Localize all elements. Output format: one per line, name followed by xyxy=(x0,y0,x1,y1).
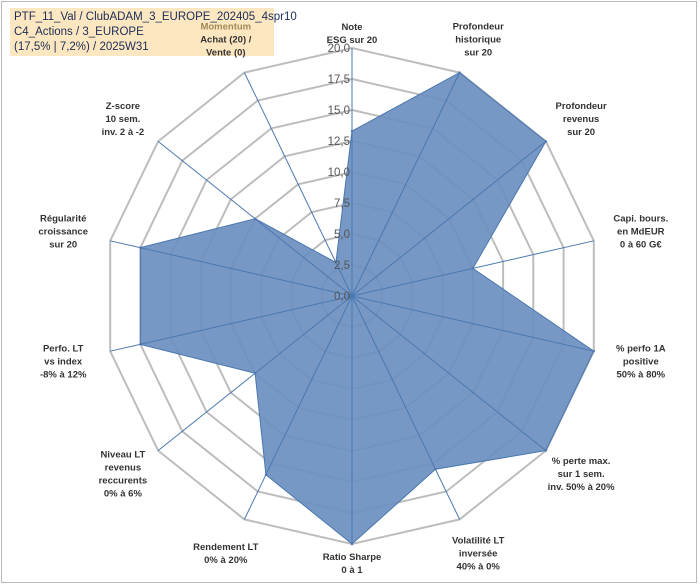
axis-label: Profondeur historique sur 20 xyxy=(453,21,504,58)
data-point xyxy=(264,473,268,476)
axis-label-line: Vente (0) xyxy=(206,47,246,58)
axis-label: Niveau LT revenus reccurents 0% à 6% xyxy=(99,450,148,500)
axis-label-line: 0 à 60 G€ xyxy=(620,240,662,251)
axis-label-line: Niveau LT xyxy=(101,450,146,461)
spoke xyxy=(351,295,461,520)
axis-label-line: Profondeur xyxy=(453,21,504,32)
axis-label: Régularité croissance sur 20 xyxy=(38,214,88,251)
axis-label-line: sur 20 xyxy=(464,47,492,58)
axis-label-line: ESG sur 20 xyxy=(327,35,378,46)
data-point xyxy=(139,343,142,346)
axis-label-line: 0% à 6% xyxy=(104,489,143,500)
axis-label-line: 0 à 1 xyxy=(341,565,363,576)
axis-label: Profondeur revenus sur 20 xyxy=(555,101,606,138)
axis-label-line: en MdEUR xyxy=(617,227,665,238)
axis-label: Volatilité LT inversée 40% à 0% xyxy=(452,536,505,573)
tick-label: 15,0 xyxy=(328,105,350,117)
axis-label-line: Z-score xyxy=(106,101,140,112)
axis-label: Momentum Achat (20) / Vente (0) xyxy=(200,21,252,58)
data-point xyxy=(592,350,595,353)
axis-label-line: inv. 2 à -2 xyxy=(102,127,145,138)
axis-label-line: Capi. bours. xyxy=(613,214,668,225)
tick-label: 20,0 xyxy=(328,43,350,55)
axis-label-line: Achat (20) / xyxy=(200,34,252,45)
axis-label: % perte max. sur 1 sem. inv. 50% à 20% xyxy=(548,456,615,493)
tick-label: 0,0 xyxy=(334,291,350,303)
axis-label: Capi. bours. en MdEUR 0 à 60 G€ xyxy=(613,214,668,251)
axis-label-line: Perfo. LT xyxy=(43,344,84,355)
axis-label-line: 0% à 20% xyxy=(204,555,248,566)
axis-label-line: 10 sem. xyxy=(105,114,140,125)
axis-label-line: Rendement LT xyxy=(193,542,258,553)
axis-label-line: revenus xyxy=(563,114,599,125)
axis-label-line: -8% à 12% xyxy=(40,370,87,381)
axis-label-line: Profondeur xyxy=(555,101,606,112)
axis-label-line: Volatilité LT xyxy=(452,536,505,547)
axis-label-line: % perte max. xyxy=(552,456,611,467)
tick-label: 17,5 xyxy=(328,74,350,86)
axis-label-line: sur 20 xyxy=(567,127,595,138)
tick-label: 12,5 xyxy=(328,136,350,148)
data-point xyxy=(434,468,437,471)
axis-label: Perfo. LT vs index -8% à 12% xyxy=(40,344,87,381)
spoke xyxy=(243,295,353,520)
axis-label: Z-score 10 sem. inv. 2 à -2 xyxy=(102,101,145,138)
chart-title-line-2: C4_Actions / 3_EUROPE xyxy=(14,26,144,38)
chart-title-line-1: PTF_11_Val / ClubADAM_3_EUROPE_202405_4s… xyxy=(14,11,297,23)
axis-label-line: Ratio Sharpe xyxy=(323,552,382,563)
spoke xyxy=(110,240,353,297)
data-point xyxy=(350,129,354,133)
axis-label-line: inversée xyxy=(459,549,498,560)
axis-label-line: sur 20 xyxy=(49,240,77,251)
axis-label-line: historique xyxy=(455,34,501,45)
axis-label-line: vs index xyxy=(44,357,83,368)
data-point xyxy=(334,261,338,264)
data-point xyxy=(458,71,461,74)
data-point xyxy=(253,217,257,220)
spoke xyxy=(243,72,353,297)
spoke xyxy=(110,295,353,352)
axis-label: Ratio Sharpe 0 à 1 xyxy=(323,552,382,576)
chart-title-line-3: (17,5% | 7,2%) / 2025W31 xyxy=(14,41,149,53)
axis-label: % perfo 1A positive 50% à 80% xyxy=(616,344,666,381)
axis-label-line: Momentum xyxy=(200,21,251,32)
tick-label: 7,5 xyxy=(334,198,350,210)
tick-label: 2,5 xyxy=(334,260,350,272)
axis-label-line: reccurents xyxy=(99,476,148,487)
data-point xyxy=(544,140,548,143)
axis-label: Rendement LT 0% à 20% xyxy=(193,542,258,566)
spoke xyxy=(351,141,547,297)
data-point xyxy=(350,542,354,546)
axis-label-line: 50% à 80% xyxy=(617,370,666,381)
data-point xyxy=(471,267,475,270)
spoke xyxy=(351,295,547,451)
axis-label: Note ESG sur 20 xyxy=(327,22,378,46)
spoke xyxy=(351,72,461,297)
tick-label: 5,0 xyxy=(334,229,350,241)
axis-label-line: revenus xyxy=(105,463,141,474)
axis-label-line: croissance xyxy=(38,227,88,238)
axis-label-line: Note xyxy=(341,22,362,33)
tick-label: 10,0 xyxy=(328,167,350,179)
chart-title-box: PTF_11_Val / ClubADAM_3_EUROPE_202405_4s… xyxy=(10,8,297,56)
data-point xyxy=(139,246,142,249)
axis-label-line: % perfo 1A xyxy=(616,344,666,355)
data-point xyxy=(253,372,257,375)
axis-label-line: inv. 50% à 20% xyxy=(548,482,615,493)
axis-label-line: 40% à 0% xyxy=(457,562,501,573)
axis-label-line: positive xyxy=(623,357,659,368)
axis-label-line: Régularité xyxy=(40,214,86,225)
spoke xyxy=(351,295,594,352)
data-point xyxy=(544,449,548,452)
axis-label-line: sur 1 sem. xyxy=(558,469,605,480)
